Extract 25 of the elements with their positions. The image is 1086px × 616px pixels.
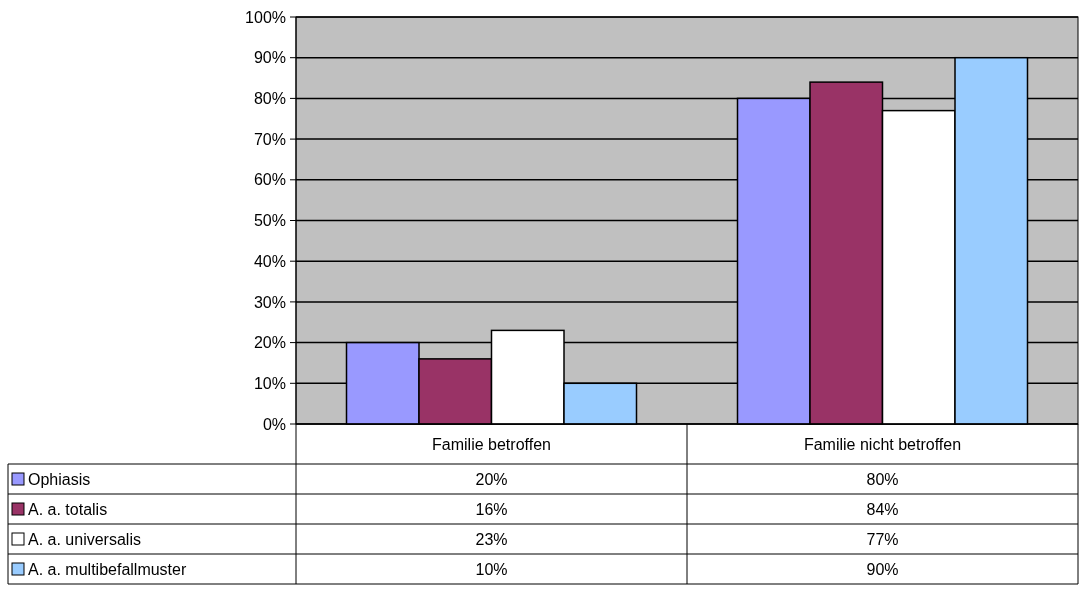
legend-label: A. a. totalis <box>28 500 108 518</box>
y-tick-label: 100% <box>245 8 286 26</box>
y-tick-label: 0% <box>262 415 286 433</box>
y-tick-label: 10% <box>253 374 286 392</box>
data-label: 77% <box>866 530 899 548</box>
data-label: 23% <box>475 530 508 548</box>
data-label: 84% <box>866 500 899 518</box>
y-tick-label: 40% <box>253 252 286 270</box>
data-label: 80% <box>866 470 899 488</box>
data-label: 10% <box>475 560 508 578</box>
y-tick-label: 30% <box>253 293 286 311</box>
data-label: 20% <box>475 470 508 488</box>
data-label: 16% <box>475 500 508 518</box>
y-tick-label: 80% <box>253 90 286 107</box>
legend-label: Ophiasis <box>28 470 91 488</box>
y-tick-label: 60% <box>253 171 286 189</box>
legend-label: A. a. universalis <box>28 530 141 548</box>
legend-label: A. a. multibefallmuster <box>28 560 187 578</box>
y-tick-label: 70% <box>253 130 286 148</box>
y-tick-label: 50% <box>253 212 286 230</box>
data-label: 90% <box>866 560 899 578</box>
x-tick-label: Familie betroffen <box>432 435 551 453</box>
y-tick-label: 90% <box>253 49 286 67</box>
y-tick-label: 20% <box>253 334 286 352</box>
x-tick-label: Familie nicht betroffen <box>803 435 962 453</box>
